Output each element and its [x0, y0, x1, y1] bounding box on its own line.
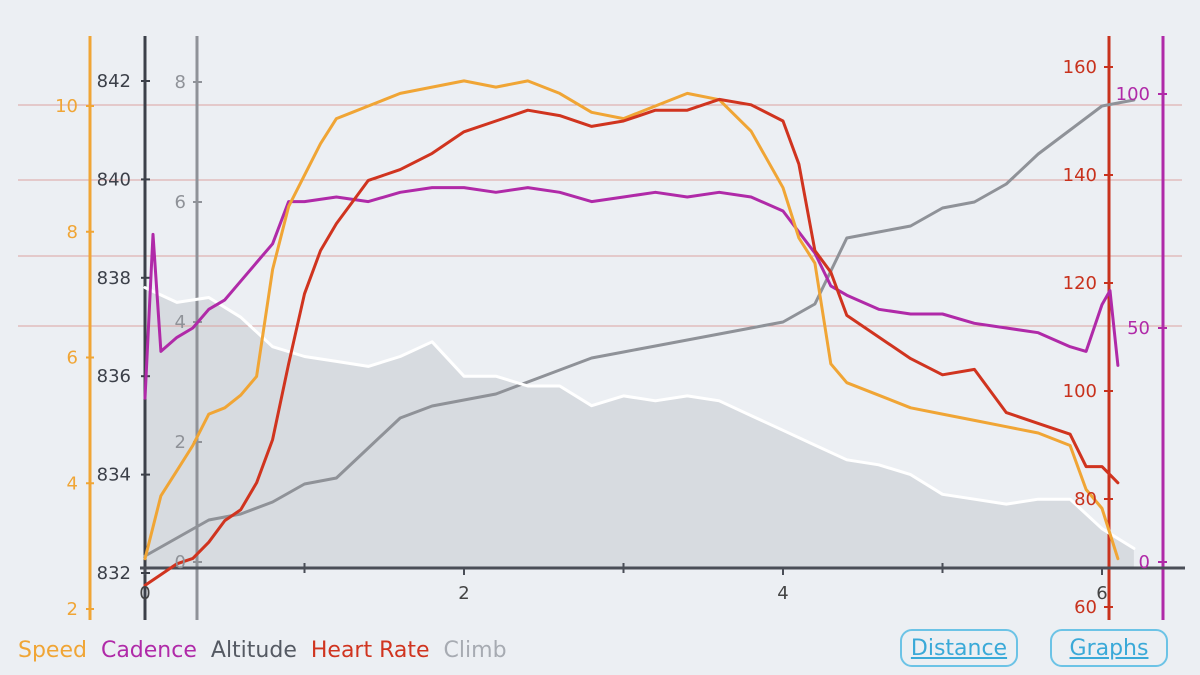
heart-rate-tick-label: 140 — [1063, 165, 1097, 186]
x-tick-label: 6 — [1096, 583, 1107, 604]
x-tick-label: 2 — [458, 583, 469, 604]
speed-tick-label: 4 — [67, 473, 78, 494]
x-tick-label: 4 — [777, 583, 788, 604]
legend-cadence: Cadence — [100, 638, 197, 663]
speed-tick-label: 6 — [67, 348, 78, 369]
climb-tick-label: 4 — [175, 312, 186, 333]
climb-tick-label: 6 — [175, 192, 186, 213]
legend: Speed Cadence Altitude Heart Rate Climb — [18, 638, 507, 663]
heart-rate-tick-label: 60 — [1074, 597, 1097, 618]
altitude-tick-label: 834 — [97, 465, 131, 486]
heart-rate-tick-label: 100 — [1063, 381, 1097, 402]
legend-speed: Speed — [18, 638, 87, 663]
cadence-tick-label: 100 — [1116, 84, 1150, 105]
speed-tick-label: 10 — [55, 96, 78, 117]
series-hr-line — [143, 97, 1120, 587]
series-climb-line — [143, 98, 1136, 558]
heart-rate-tick-label: 120 — [1063, 273, 1097, 294]
axes — [86, 36, 1185, 620]
altitude-area-fill — [145, 287, 1134, 567]
climb-tick-label: 8 — [175, 72, 186, 93]
series-altitude-line — [143, 286, 1136, 550]
heart-rate-tick-label: 80 — [1074, 489, 1097, 510]
legend-heart-rate: Heart Rate — [310, 638, 430, 663]
cadence-tick-label: 50 — [1127, 318, 1150, 339]
altitude-tick-label: 836 — [97, 366, 131, 387]
climb-tick-label: 2 — [175, 432, 186, 453]
heart-rate-tick-label: 160 — [1063, 57, 1097, 78]
series-speed-line — [143, 79, 1120, 561]
altitude-tick-label: 838 — [97, 268, 131, 289]
altitude-tick-label: 840 — [97, 169, 131, 190]
tick-labels: 0 2 4 6 2 4 6 8 10 832 834 836 838 840 842 0 2 4 6 8 60 80 100… — [55, 57, 1150, 620]
speed-tick-label: 8 — [67, 222, 78, 243]
cadence-tick-label: 0 — [1139, 552, 1150, 573]
legend-climb: Climb — [443, 638, 507, 663]
series-cadence-line — [143, 186, 1120, 400]
x-tick-label: 0 — [139, 583, 150, 604]
climb-tick-label: 0 — [175, 552, 186, 573]
altitude-tick-label: 842 — [97, 71, 131, 92]
series-layer — [143, 79, 1136, 587]
graphs-button[interactable]: Graphs — [1050, 629, 1168, 667]
distance-button[interactable]: Distance — [900, 629, 1018, 667]
speed-tick-label: 2 — [67, 599, 78, 620]
altitude-tick-label: 832 — [97, 563, 131, 584]
legend-altitude: Altitude — [210, 638, 297, 663]
